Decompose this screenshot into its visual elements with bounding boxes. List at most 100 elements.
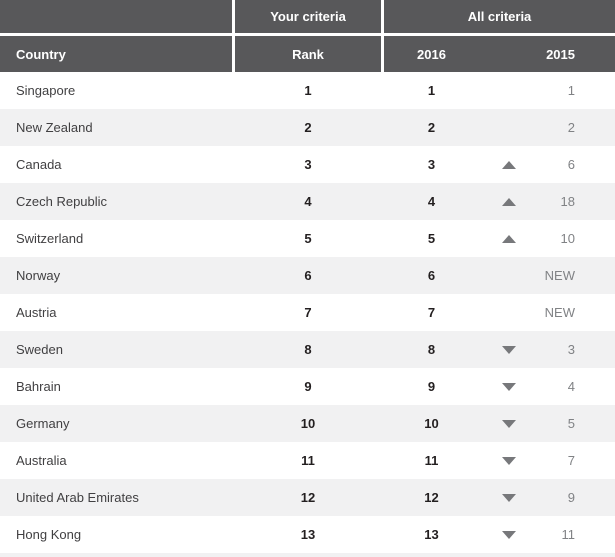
country-cell: United Arab Emirates: [16, 490, 139, 505]
rank-2016-cell: 2: [427, 120, 436, 135]
your-criteria-rank-cell: 7: [304, 305, 312, 320]
rank-2015-cell: 10: [560, 231, 575, 246]
trend-down-icon: [502, 382, 516, 391]
rank-2015-cell: 3: [567, 342, 575, 357]
rank-2015-cell: 7: [567, 453, 575, 468]
country-cell: Australia: [16, 453, 67, 468]
country-cell: Switzerland: [16, 231, 84, 246]
rank-2015-cell: 6: [567, 157, 575, 172]
trend-cell: [479, 405, 539, 442]
trend-cell: [479, 72, 539, 109]
trend-cell: [479, 257, 539, 294]
trend-cell: [479, 146, 539, 183]
rank-2016-cell: 9: [427, 379, 436, 394]
trend-cell: [479, 294, 539, 331]
header-all-criteria: All criteria: [384, 0, 615, 33]
rank-2016-cell: 5: [427, 231, 436, 246]
country-cell: Norway: [16, 268, 61, 283]
table-row: Hong Kong 13 13 11: [0, 516, 615, 553]
trend-down-icon: [502, 530, 516, 539]
your-criteria-rank-cell: 13: [300, 527, 316, 542]
trend-down-icon: [502, 419, 516, 428]
country-cell: Bahrain: [16, 379, 61, 394]
table-row: Australia 11 11 7: [0, 442, 615, 479]
country-cell: Canada: [16, 157, 62, 172]
header-your-criteria: Your criteria: [235, 0, 381, 33]
trend-cell: [479, 331, 539, 368]
trend-cell: [479, 368, 539, 405]
rank-2016-cell: 8: [427, 342, 436, 357]
trend-up-icon: [502, 234, 516, 243]
table-row: Czech Republic 4 4 18: [0, 183, 615, 220]
your-criteria-rank-cell: 11: [301, 453, 315, 468]
table-row: Singapore 1 1 1: [0, 72, 615, 109]
partial-next-row: [0, 553, 615, 557]
rank-2016-cell: 12: [424, 490, 439, 505]
country-cell: Sweden: [16, 342, 63, 357]
your-criteria-rank-cell: 9: [304, 379, 312, 394]
table-body: Singapore 1 1 1 New Zealand 2 2 2 Canada…: [0, 72, 615, 553]
trend-cell: [479, 183, 539, 220]
table-row: Sweden 8 8 3: [0, 331, 615, 368]
rank-2016-cell: 13: [424, 527, 439, 542]
country-cell: New Zealand: [16, 120, 93, 135]
rank-2015-cell: 1: [567, 83, 575, 98]
your-criteria-rank-cell: 1: [304, 83, 312, 98]
header-column-row: Country Rank 2016 2015: [0, 36, 615, 72]
your-criteria-rank-cell: 8: [304, 342, 312, 357]
rank-2015-cell: 11: [561, 527, 576, 542]
rank-2016-cell: 6: [427, 268, 436, 283]
header-blank-cell: [0, 0, 232, 33]
trend-cell: [479, 109, 539, 146]
your-criteria-rank-cell: 4: [304, 194, 312, 209]
your-criteria-rank-cell: 3: [304, 157, 312, 172]
table-row: Canada 3 3 6: [0, 146, 615, 183]
table-row: Austria 7 7 NEW: [0, 294, 615, 331]
your-criteria-rank-cell: 2: [304, 120, 312, 135]
trend-cell: [479, 479, 539, 516]
rank-2016-cell: 1: [427, 83, 436, 98]
trend-up-icon: [502, 197, 516, 206]
your-criteria-rank-cell: 12: [300, 490, 316, 505]
rank-2016-cell: 11: [424, 453, 439, 468]
header-year-columns: 2016 2015: [384, 36, 615, 72]
rank-2015-cell: 5: [567, 416, 575, 431]
header-country: Country: [0, 36, 232, 72]
trend-cell: [479, 220, 539, 257]
country-cell: Singapore: [16, 83, 76, 98]
country-cell: Germany: [16, 416, 70, 431]
rank-2015-cell: 18: [560, 194, 575, 209]
rank-2015-cell: 2: [567, 120, 575, 135]
your-criteria-rank-cell: 6: [304, 268, 312, 283]
trend-cell: [479, 442, 539, 479]
trend-down-icon: [502, 493, 516, 502]
table-row: Norway 6 6 NEW: [0, 257, 615, 294]
table-row: Germany 10 10 5: [0, 405, 615, 442]
rank-2016-cell: 10: [424, 416, 439, 431]
country-cell: Czech Republic: [16, 194, 108, 209]
trend-up-icon: [502, 160, 516, 169]
country-cell: Austria: [16, 305, 57, 320]
rank-2015-cell: 9: [567, 490, 575, 505]
rank-2015-cell: NEW: [544, 305, 575, 320]
your-criteria-rank-cell: 10: [300, 416, 316, 431]
header-group-row: Your criteria All criteria: [0, 0, 615, 33]
rank-2015-cell: 4: [567, 379, 575, 394]
table-row: Switzerland 5 5 10: [0, 220, 615, 257]
table-row: Bahrain 9 9 4: [0, 368, 615, 405]
rank-2016-cell: 4: [427, 194, 436, 209]
your-criteria-rank-cell: 5: [304, 231, 312, 246]
country-cell: Hong Kong: [16, 527, 82, 542]
trend-down-icon: [502, 345, 516, 354]
rank-2016-cell: 7: [427, 305, 436, 320]
table-row: New Zealand 2 2 2: [0, 109, 615, 146]
trend-cell: [479, 516, 539, 553]
header-2015: 2015: [546, 46, 575, 62]
rank-2015-cell: NEW: [544, 268, 575, 283]
header-2016: 2016: [417, 46, 446, 62]
table-row: United Arab Emirates 12 12 9: [0, 479, 615, 516]
rank-2016-cell: 3: [427, 157, 436, 172]
header-rank: Rank: [235, 36, 381, 72]
trend-down-icon: [502, 456, 516, 465]
